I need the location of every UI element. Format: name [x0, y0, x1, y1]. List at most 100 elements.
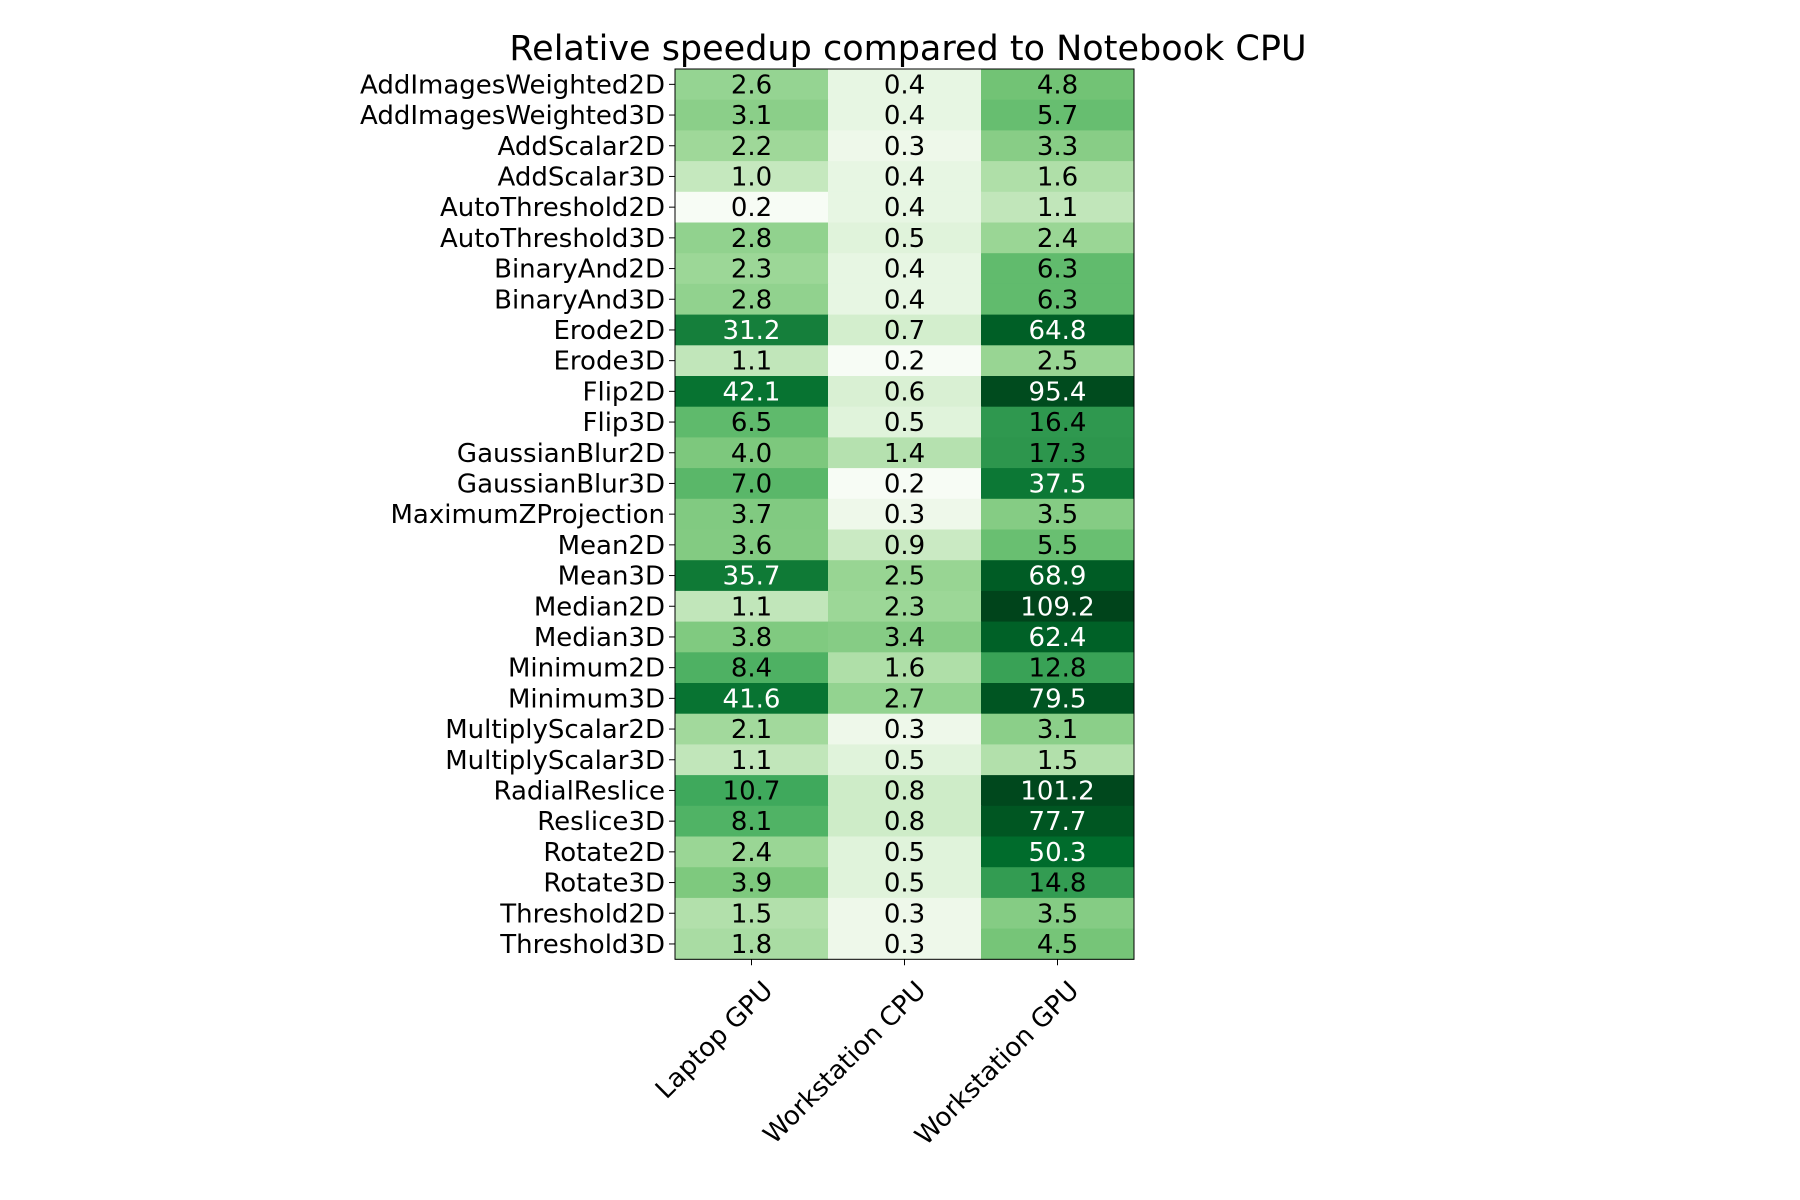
heatmap-cell	[981, 468, 1135, 500]
heatmap-cell	[981, 437, 1135, 469]
heatmap-cell	[828, 867, 982, 899]
cell-value-label: 79.5	[1029, 684, 1087, 714]
cell-value-label: 0.3	[884, 899, 925, 929]
heatmap-cell	[675, 191, 829, 223]
row-tick-label: Minimum2D	[508, 654, 665, 684]
heatmap-cell	[981, 406, 1135, 438]
heatmap-cell	[675, 928, 829, 960]
cell-value-label: 0.6	[884, 377, 925, 407]
cell-value-label: 3.9	[731, 869, 772, 899]
heatmap-frame	[674, 68, 1135, 960]
heatmap-cell	[675, 713, 829, 745]
cell-value-label: 1.8	[731, 930, 772, 960]
heatmap-cell	[675, 130, 829, 162]
heatmap-cell	[675, 897, 829, 930]
cell-value-label: 3.5	[1037, 500, 1078, 530]
cell-value-label: 1.5	[731, 899, 772, 929]
cell-value-label: 2.3	[731, 255, 772, 285]
heatmap-cell	[981, 928, 1135, 960]
heatmap-cell	[828, 744, 982, 776]
heatmap-cell	[981, 867, 1135, 899]
cell-value-label: 0.4	[884, 255, 925, 285]
cell-value-label: 1.4	[884, 439, 925, 469]
cell-value-label: 16.4	[1029, 408, 1087, 438]
cell-value-label: 37.5	[1029, 469, 1087, 499]
cell-value-label: 2.4	[731, 838, 772, 868]
heatmap-cell	[981, 191, 1135, 223]
cell-value-label: 0.5	[884, 224, 925, 254]
heatmap-cell	[981, 253, 1135, 285]
row-tick-label: Erode2D	[553, 316, 665, 346]
cell-value-label: 0.4	[884, 285, 925, 315]
cell-value-label: 2.5	[884, 562, 925, 592]
cell-value-label: 64.8	[1029, 316, 1087, 346]
heatmap-cell	[675, 744, 829, 776]
cell-value-label: 0.5	[884, 408, 925, 438]
column-tick-label: Laptop GPU	[650, 976, 779, 1105]
cell-value-label: 2.8	[731, 224, 772, 254]
row-tick-label: Rotate3D	[543, 869, 665, 899]
heatmap-cell	[675, 161, 829, 193]
heatmap-cell	[828, 130, 982, 162]
cell-value-label: 0.4	[884, 193, 925, 223]
cell-value-label: 31.2	[723, 316, 781, 346]
heatmap-cell	[828, 652, 982, 684]
row-tick-label: BinaryAnd2D	[494, 255, 665, 285]
cell-value-label: 3.1	[1037, 715, 1078, 745]
heatmap-cell	[828, 897, 982, 930]
cell-value-label: 3.3	[1037, 132, 1078, 162]
cell-value-label: 1.0	[731, 162, 772, 192]
row-tick-label: RadialReslice	[494, 776, 666, 806]
heatmap-cell	[981, 69, 1135, 101]
row-tick-label: AddScalar2D	[498, 132, 665, 162]
cell-value-label: 8.1	[731, 807, 772, 837]
row-tick-label: GaussianBlur3D	[457, 469, 665, 499]
heatmap-cell	[828, 376, 982, 408]
heatmap-cell	[981, 529, 1135, 561]
cell-value-label: 0.5	[884, 746, 925, 776]
heatmap-cell	[675, 805, 829, 837]
cell-value-label: 0.9	[884, 531, 925, 561]
cell-value-label: 35.7	[723, 562, 781, 592]
cell-value-label: 0.4	[884, 70, 925, 100]
heatmap-cell	[828, 498, 982, 530]
heatmap-cell	[981, 130, 1135, 162]
heatmap-cell	[675, 652, 829, 684]
cell-value-label: 7.0	[731, 469, 772, 499]
cell-value-label: 3.8	[731, 623, 772, 653]
heatmap-cell	[828, 283, 982, 316]
heatmap-cell	[675, 222, 829, 254]
cell-value-label: 2.1	[731, 715, 772, 745]
cell-value-label: 1.1	[731, 746, 772, 776]
row-tick-label: Threshold2D	[499, 899, 665, 929]
heatmap-cell	[675, 99, 829, 131]
heatmap-cell	[828, 69, 982, 101]
heatmap-cell	[675, 775, 829, 807]
cell-value-label: 1.5	[1037, 746, 1078, 776]
heatmap-cell	[981, 683, 1135, 715]
heatmap-cell	[981, 560, 1135, 592]
cell-value-label: 5.5	[1037, 531, 1078, 561]
heatmap-cell	[981, 621, 1135, 653]
heatmap-cell	[981, 652, 1135, 684]
heatmap-cell	[981, 314, 1135, 346]
heatmap-cell	[675, 253, 829, 285]
cell-value-label: 3.5	[1037, 899, 1078, 929]
heatmap-cell	[981, 99, 1135, 131]
heatmap-cell	[675, 69, 829, 101]
row-tick-label: MultiplyScalar3D	[445, 746, 665, 776]
cell-value-label: 3.6	[731, 531, 772, 561]
heatmap-cell	[981, 805, 1135, 837]
cell-value-label: 1.1	[731, 592, 772, 622]
row-tick-label: Threshold3D	[499, 930, 665, 960]
cell-value-label: 3.1	[731, 101, 772, 131]
heatmap-cell	[828, 775, 982, 807]
heatmap-cell	[981, 590, 1135, 623]
column-tick-label: Workstation CPU	[758, 976, 932, 1150]
cell-value-label: 0.4	[884, 162, 925, 192]
heatmap-cell	[828, 805, 982, 837]
heatmap-cell	[981, 222, 1135, 254]
heatmap-cell	[675, 345, 829, 377]
cell-value-label: 1.6	[884, 654, 925, 684]
